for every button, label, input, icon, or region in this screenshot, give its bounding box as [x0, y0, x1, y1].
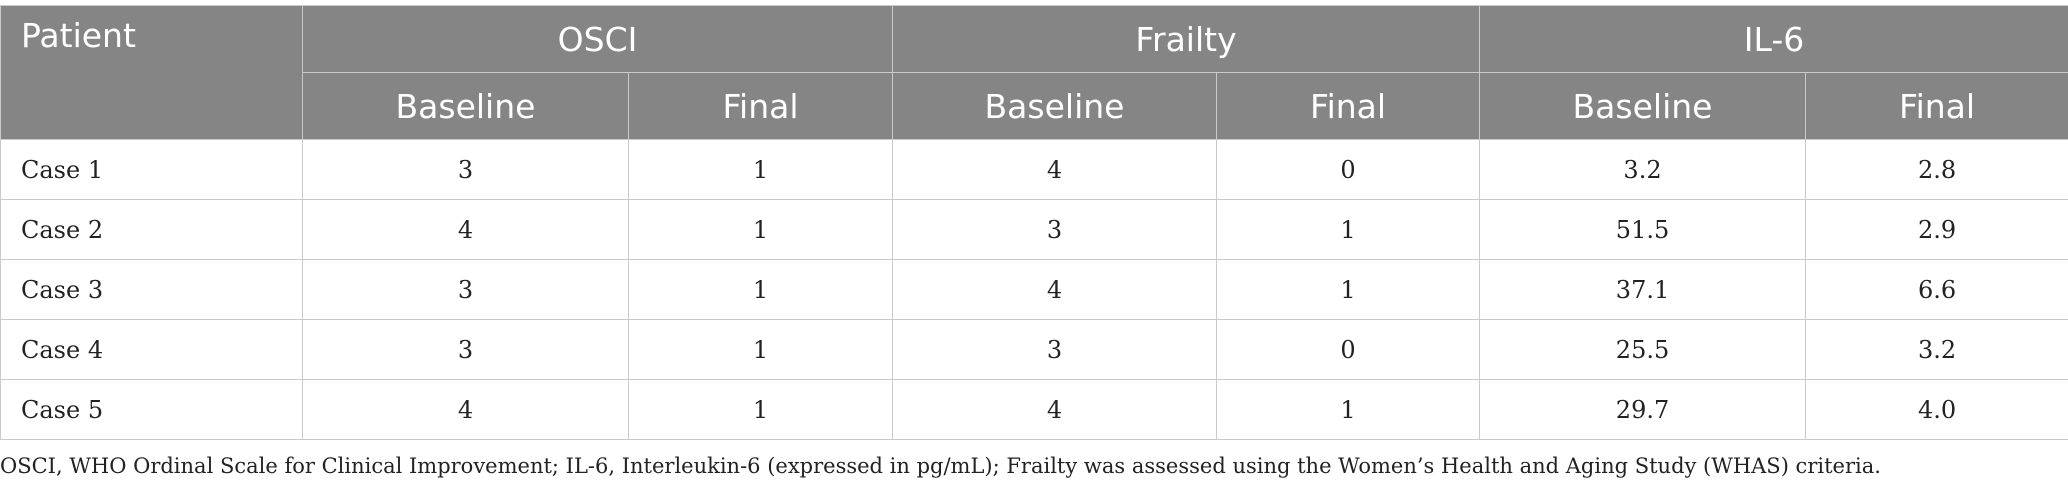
osci-baseline-cell: 3: [302, 319, 629, 380]
table-header: Patient OSCI Frailty IL-6 Baseline Final…: [0, 5, 2068, 140]
frailty-final-cell: 1: [1216, 379, 1481, 440]
il6-final-cell: 6.6: [1805, 259, 2068, 320]
osci-baseline-cell: 4: [302, 379, 629, 440]
frailty-final-cell: 0: [1216, 319, 1481, 380]
il6-final-cell: 2.8: [1805, 139, 2068, 200]
patient-cell: Case 1: [0, 139, 303, 200]
patient-cell: Case 2: [0, 199, 303, 260]
osci-final-cell: 1: [627, 379, 894, 440]
patient-cell: Case 4: [0, 319, 303, 380]
osci-baseline-cell: 3: [302, 139, 629, 200]
frailty-baseline-header: Baseline: [892, 72, 1218, 140]
patient-cell: Case 5: [0, 379, 303, 440]
il6-group-header: IL-6: [1479, 5, 2068, 73]
frailty-baseline-cell: 3: [892, 319, 1218, 380]
osci-final-cell: 1: [627, 139, 894, 200]
osci-group-header: OSCI: [301, 5, 894, 73]
data-table: Patient OSCI Frailty IL-6 Baseline Final…: [0, 5, 2068, 440]
frailty-final-cell: 0: [1216, 139, 1481, 200]
il6-final-cell: 2.9: [1805, 199, 2068, 260]
il6-baseline-cell: 37.1: [1479, 259, 1807, 320]
il6-baseline-cell: 29.7: [1479, 379, 1807, 440]
osci-final-header: Final: [627, 72, 894, 140]
il6-final-cell: 3.2: [1805, 319, 2068, 380]
osci-baseline-cell: 3: [302, 259, 629, 320]
il6-baseline-header: Baseline: [1479, 72, 1807, 140]
frailty-group-header: Frailty: [892, 5, 1481, 73]
osci-baseline-cell: 4: [302, 199, 629, 260]
frailty-baseline-cell: 4: [892, 259, 1218, 320]
osci-final-cell: 1: [627, 259, 894, 320]
table-row: Case 1 3 1 4 0 3.2 2.8: [0, 139, 2068, 200]
frailty-baseline-cell: 3: [892, 199, 1218, 260]
patient-cell: Case 3: [0, 259, 303, 320]
frailty-baseline-cell: 4: [892, 139, 1218, 200]
il6-baseline-cell: 25.5: [1479, 319, 1807, 380]
patient-column-header: Patient: [0, 5, 303, 140]
table-body: Case 1 3 1 4 0 3.2 2.8 Case 2 4 1 3 1 51…: [0, 139, 2068, 440]
table-row: Case 5 4 1 4 1 29.7 4.0: [0, 379, 2068, 440]
osci-final-cell: 1: [627, 319, 894, 380]
table-row: Case 2 4 1 3 1 51.5 2.9: [0, 199, 2068, 260]
il6-baseline-cell: 51.5: [1479, 199, 1807, 260]
frailty-final-cell: 1: [1216, 199, 1481, 260]
il6-baseline-cell: 3.2: [1479, 139, 1807, 200]
table-row: Case 4 3 1 3 0 25.5 3.2: [0, 319, 2068, 380]
il6-final-header: Final: [1805, 72, 2068, 140]
osci-baseline-header: Baseline: [302, 72, 629, 140]
frailty-final-cell: 1: [1216, 259, 1481, 320]
frailty-baseline-cell: 4: [892, 379, 1218, 440]
header-sub-row: Baseline Final Baseline Final Baseline F…: [1, 72, 2068, 140]
header-group-row: Patient OSCI Frailty IL-6: [0, 5, 2068, 140]
table-footnote: OSCI, WHO Ordinal Scale for Clinical Imp…: [0, 454, 1881, 478]
frailty-final-header: Final: [1216, 72, 1481, 140]
osci-final-cell: 1: [627, 199, 894, 260]
il6-final-cell: 4.0: [1805, 379, 2068, 440]
table-row: Case 3 3 1 4 1 37.1 6.6: [0, 259, 2068, 320]
